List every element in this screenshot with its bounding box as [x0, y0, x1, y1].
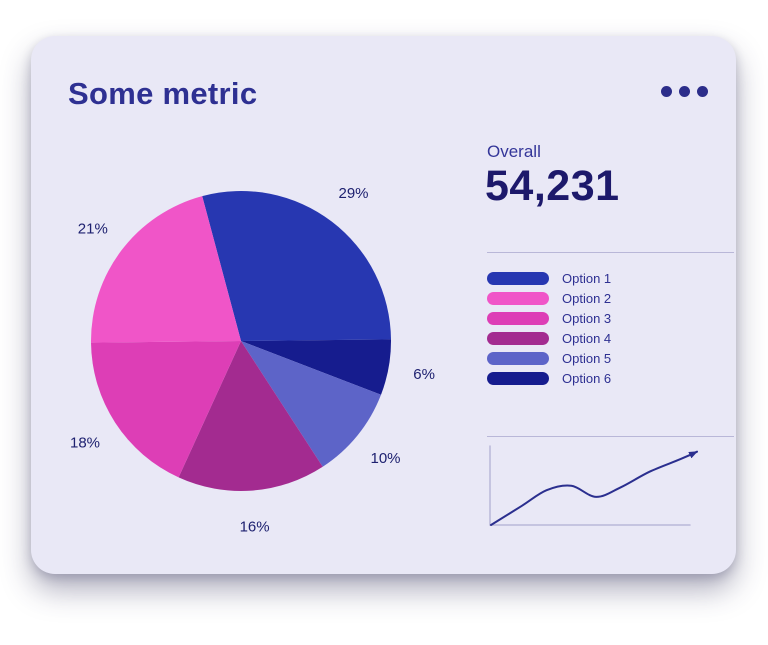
overall-value: 54,231 [485, 162, 620, 210]
legend-label: Option 3 [562, 311, 612, 326]
pie-slice-percent-label: 16% [240, 519, 270, 536]
legend-item: Option 2 [487, 291, 612, 306]
legend-item: Option 5 [487, 351, 612, 366]
pie-slice-percent-label: 18% [70, 434, 100, 451]
legend-label: Option 1 [562, 271, 612, 286]
legend-item: Option 3 [487, 311, 612, 326]
ellipsis-dot-icon [679, 86, 690, 97]
legend-label: Option 2 [562, 291, 612, 306]
legend-item: Option 6 [487, 371, 612, 386]
legend-item: Option 4 [487, 331, 612, 346]
legend-swatch [487, 292, 549, 305]
trend-sparkline [489, 445, 698, 526]
pie-slice-option-1 [202, 190, 391, 341]
overall-label: Overall [487, 142, 541, 161]
legend: Option 1 Option 2 Option 3 Option 4 Option 5… [487, 271, 612, 392]
ellipsis-dot-icon [697, 86, 708, 97]
overflow-menu-button[interactable] [657, 82, 712, 101]
pie-slice-option-2 [90, 196, 241, 343]
ellipsis-dot-icon [661, 86, 672, 97]
sparkline-line [490, 450, 698, 526]
pie-slice-option-5 [241, 341, 381, 467]
legend-label: Option 6 [562, 371, 612, 386]
pie-slice-percent-label: 29% [338, 185, 368, 202]
divider [487, 252, 734, 253]
pie-slice-percent-label: 10% [370, 450, 400, 467]
legend-label: Option 4 [562, 331, 612, 346]
metric-card: Some metric 29% 6% 10% 16% 18% 21% Overall 54… [31, 36, 736, 574]
legend-swatch [487, 332, 549, 345]
legend-swatch [487, 352, 549, 365]
legend-label: Option 5 [562, 351, 612, 366]
pie-slice-option-6 [241, 339, 392, 395]
pie-chart: 29% 6% 10% 16% 18% 21% [70, 185, 435, 536]
legend-swatch [487, 272, 549, 285]
legend-swatch [487, 312, 549, 325]
card-title: Some metric [68, 76, 258, 111]
legend-item: Option 1 [487, 271, 612, 286]
pie-slice-percent-label: 21% [78, 221, 108, 238]
pie-slice-percent-label: 6% [413, 366, 435, 383]
pie-slice-option-4 [178, 341, 323, 491]
divider [487, 436, 734, 437]
legend-swatch [487, 372, 549, 385]
pie-slice-option-3 [91, 341, 241, 478]
